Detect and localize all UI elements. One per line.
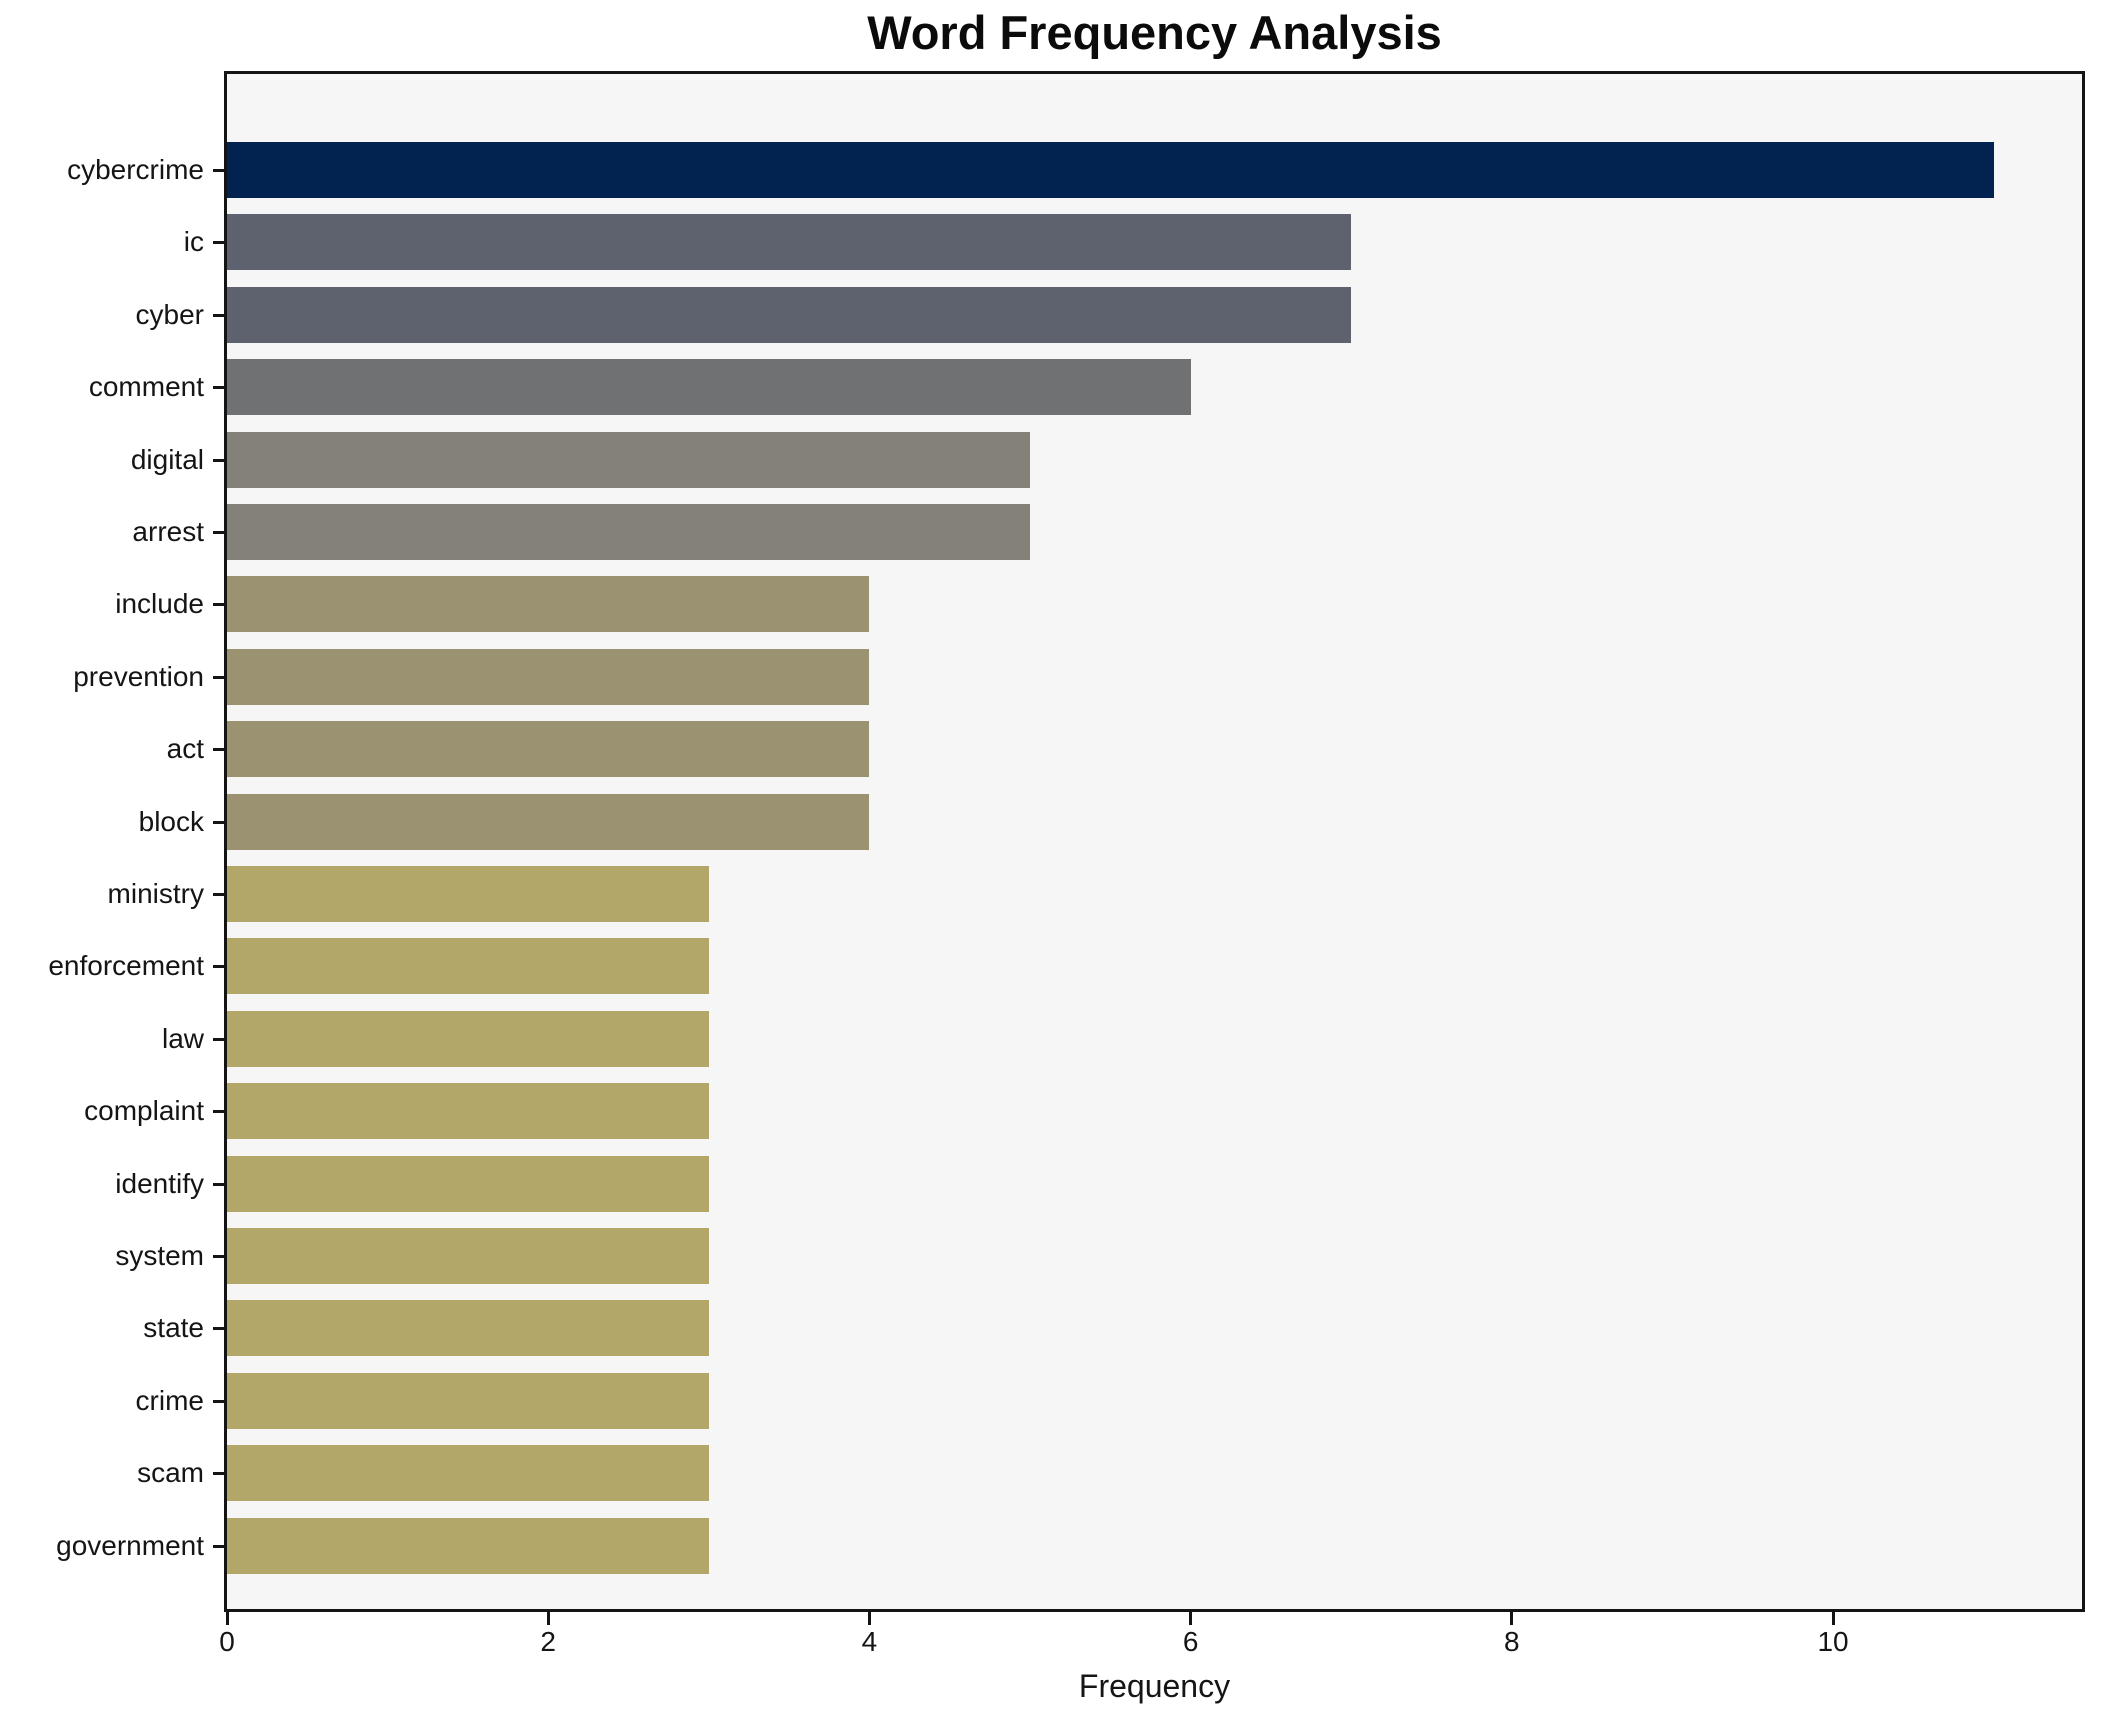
y-tick-label-complaint: complaint — [84, 1095, 204, 1127]
bar-block — [227, 793, 870, 850]
y-tick-mark — [213, 1399, 224, 1403]
bar-ministry — [227, 866, 709, 922]
y-tick-label-act: act — [166, 733, 204, 765]
y-tick-mark — [213, 1182, 224, 1186]
y-tick-mark — [213, 531, 224, 534]
bar-act — [227, 721, 870, 778]
x-tick-label-6: 6 — [1182, 1626, 1199, 1657]
bar-complaint — [227, 1083, 709, 1140]
x-tick-label-8: 8 — [1504, 1626, 1520, 1657]
y-tick-label-enforcement: enforcement — [48, 950, 204, 982]
bar-crime — [227, 1372, 709, 1429]
y-tick-label-state: state — [143, 1312, 204, 1344]
y-tick-mark — [213, 893, 224, 896]
y-tick-mark — [213, 1110, 224, 1114]
y-tick-label-identify: identify — [115, 1167, 204, 1199]
y-tick-label-block: block — [138, 805, 204, 837]
x-tick-label-4: 4 — [861, 1626, 878, 1657]
bar-include — [227, 576, 870, 633]
bar-cyber — [227, 286, 1352, 343]
bar-state — [227, 1300, 709, 1357]
y-tick-label-crime: crime — [135, 1384, 204, 1416]
x-tick-mark-6 — [1189, 1612, 1193, 1625]
x-tick-mark-8 — [1510, 1612, 1514, 1625]
bar-comment — [227, 359, 1191, 416]
y-tick-mark — [213, 820, 224, 824]
bar-enforcement — [227, 938, 709, 995]
y-tick-mark — [213, 1327, 224, 1331]
y-tick-label-cyber: cyber — [135, 298, 204, 330]
bar-arrest — [227, 504, 1031, 560]
y-tick-mark — [213, 1255, 224, 1258]
bar-system — [227, 1228, 709, 1284]
x-tick-mark-0 — [225, 1612, 229, 1625]
y-tick-mark — [213, 313, 224, 317]
y-tick-label-ministry: ministry — [107, 878, 204, 909]
y-tick-label-comment: comment — [88, 371, 204, 403]
y-tick-mark — [213, 458, 224, 462]
x-tick-label-0: 0 — [219, 1626, 235, 1657]
x-tick-mark-2 — [546, 1612, 550, 1625]
bar-scam — [227, 1445, 709, 1502]
y-tick-mark — [213, 1037, 224, 1041]
y-tick-mark — [213, 675, 224, 679]
bar-ic — [227, 214, 1352, 271]
plot-area — [224, 71, 2085, 1612]
y-tick-mark — [213, 1472, 224, 1476]
y-tick-mark — [213, 241, 224, 245]
x-tick-label-2: 2 — [540, 1626, 556, 1657]
y-tick-label-scam: scam — [137, 1457, 204, 1489]
y-tick-label-prevention: prevention — [73, 660, 204, 692]
x-tick-label-10: 10 — [1817, 1626, 1849, 1657]
y-tick-label-digital: digital — [130, 443, 204, 475]
chart-title: Word Frequency Analysis — [867, 6, 1442, 59]
bars-layer — [227, 74, 2082, 1609]
y-tick-label-law: law — [161, 1022, 204, 1054]
y-tick-label-government: government — [56, 1529, 204, 1561]
bar-digital — [227, 431, 1031, 488]
bar-prevention — [227, 648, 870, 705]
y-tick-mark — [213, 1544, 224, 1548]
x-tick-mark-10 — [1831, 1612, 1835, 1625]
y-tick-mark — [213, 748, 224, 752]
x-tick-mark-4 — [867, 1612, 871, 1625]
bar-identify — [227, 1155, 709, 1212]
y-tick-mark — [213, 169, 224, 172]
y-tick-label-system: system — [115, 1240, 204, 1271]
y-tick-mark — [213, 386, 224, 390]
y-tick-label-cybercrime: cybercrime — [67, 154, 204, 185]
x-axis-title: Frequency — [1078, 1668, 1231, 1704]
bar-law — [227, 1010, 709, 1067]
y-tick-label-arrest: arrest — [132, 516, 204, 547]
y-tick-mark — [213, 965, 224, 969]
y-tick-label-ic: ic — [183, 226, 204, 258]
bar-government — [227, 1517, 709, 1574]
y-tick-label-include: include — [115, 588, 204, 620]
y-tick-mark — [213, 603, 224, 607]
bar-cybercrime — [227, 142, 1994, 198]
